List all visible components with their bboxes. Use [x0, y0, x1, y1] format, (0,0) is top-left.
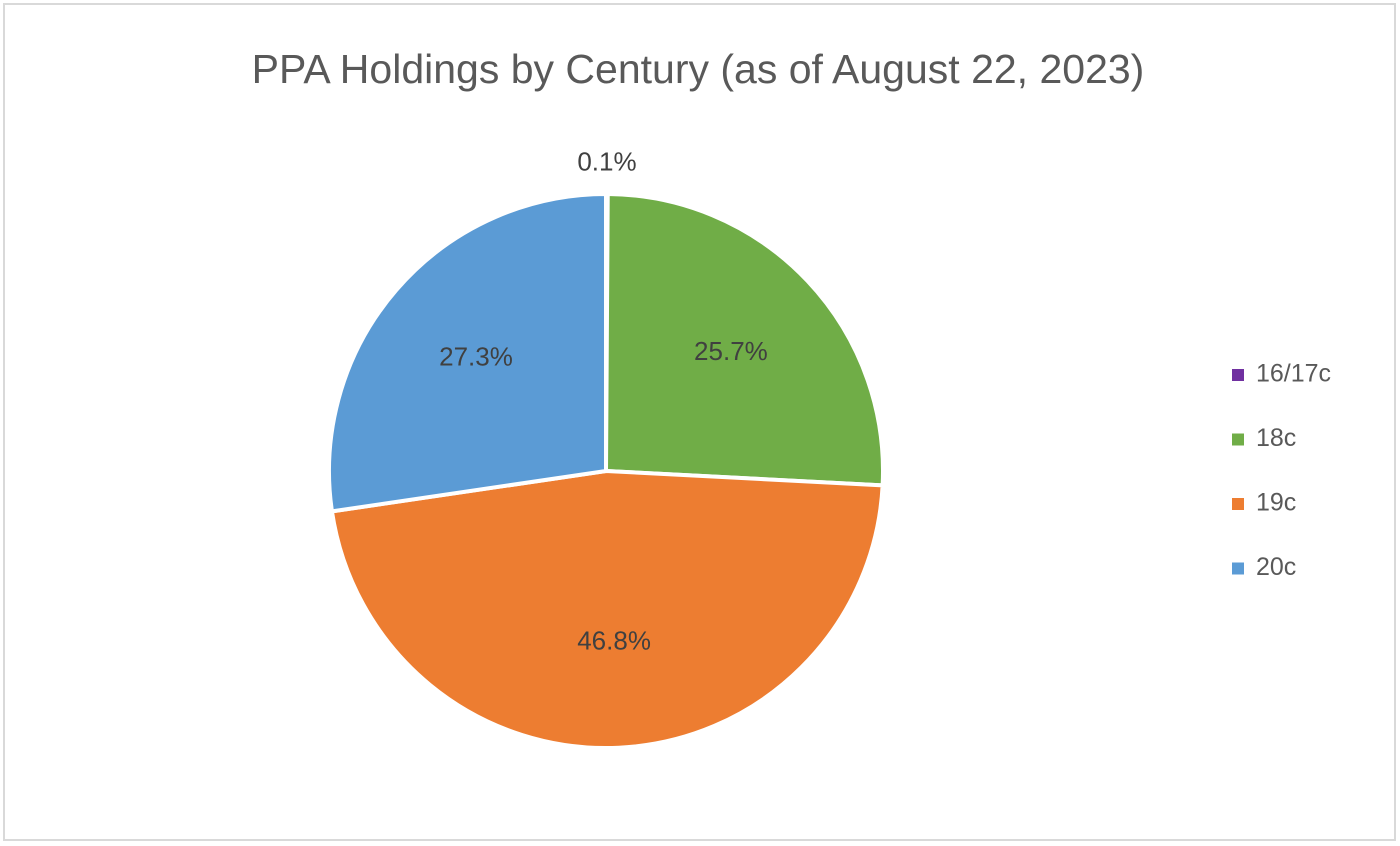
- legend-label: 16/17c: [1256, 360, 1331, 388]
- pie-slice: [329, 468, 885, 750]
- data-label: 0.1%: [577, 146, 636, 176]
- legend-marker: [1232, 369, 1244, 381]
- data-label: 46.8%: [577, 625, 651, 655]
- legend-label: 18c: [1256, 424, 1296, 452]
- legend-label: 19c: [1256, 489, 1296, 517]
- pie-slice: [603, 191, 885, 488]
- legend-label: 20c: [1256, 553, 1296, 581]
- legend-marker: [1232, 562, 1244, 575]
- legend-marker: [1232, 433, 1244, 446]
- data-label: 25.7%: [694, 336, 768, 366]
- chart-title: PPA Holdings by Century (as of August 22…: [252, 46, 1145, 92]
- pie-slice: [327, 191, 608, 514]
- data-label: 27.3%: [439, 342, 513, 372]
- legend-marker: [1232, 498, 1244, 510]
